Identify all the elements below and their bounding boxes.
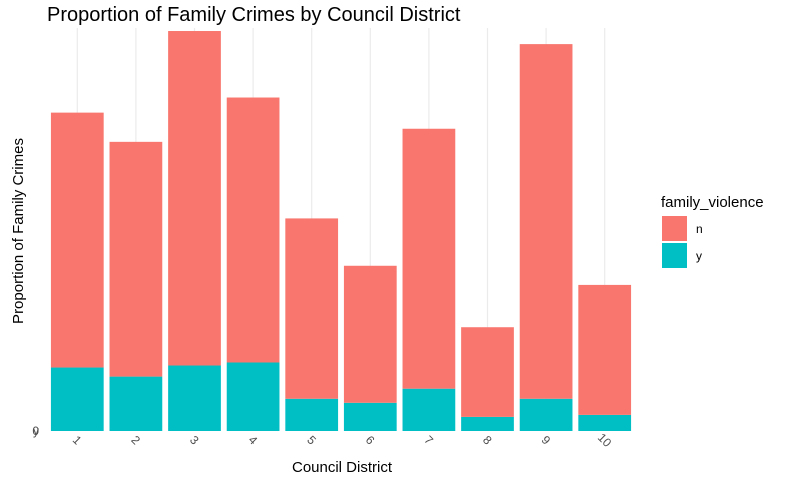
bar-segment-y-district-6 — [343, 402, 397, 431]
legend-label-n: n — [696, 222, 703, 236]
y-axis-title: Proportion of Family Crimes — [10, 138, 27, 324]
x-tick-label: 1 — [70, 433, 85, 448]
bar-segment-y-district-10 — [578, 414, 632, 431]
x-tick-label: 6 — [363, 433, 378, 448]
x-tick-label: 2 — [128, 433, 143, 448]
bar-segment-y-district-4 — [226, 362, 280, 431]
bar-segment-y-district-2 — [109, 376, 163, 431]
x-axis-title: Council District — [292, 459, 393, 476]
legend-key-y — [662, 243, 687, 268]
bar-segment-n-district-1 — [50, 112, 104, 368]
x-tick-labels: 1 2 3 4 5 6 7 8 9 10 — [70, 430, 615, 450]
bar-segment-n-district-5 — [285, 218, 339, 399]
bar-segment-y-district-5 — [285, 398, 339, 431]
bar-segment-n-district-3 — [168, 31, 221, 366]
x-tick-label: 7 — [421, 433, 436, 448]
y-tick-label: 0 — [32, 424, 39, 438]
bar-segment-y-district-7 — [402, 388, 456, 431]
legend: family_violence ny — [661, 194, 764, 268]
x-tick-label: 9 — [539, 433, 554, 448]
x-tick-label: 4 — [246, 433, 261, 448]
bar-segment-n-district-4 — [226, 97, 280, 363]
bar-segment-n-district-2 — [109, 141, 163, 377]
y-tick-labels: 0y — [32, 424, 39, 438]
y-tick-label: y — [33, 424, 39, 438]
x-tick-label: 5 — [304, 433, 319, 448]
x-tick-label: 8 — [480, 433, 495, 448]
legend-key-n — [662, 216, 687, 241]
bar-segment-n-district-9 — [519, 44, 573, 399]
x-tick-label: 10 — [595, 430, 615, 450]
bar-segment-n-district-10 — [578, 284, 632, 415]
bar-segment-n-district-8 — [461, 327, 514, 417]
chart-title: Proportion of Family Crimes by Council D… — [47, 4, 461, 26]
bar-segment-n-district-6 — [343, 265, 397, 403]
x-tick-label: 3 — [187, 433, 202, 448]
legend-label-y: y — [696, 249, 702, 263]
bar-segment-y-district-9 — [519, 398, 573, 431]
bars — [50, 31, 632, 431]
legend-title: family_violence — [661, 194, 764, 211]
bar-segment-y-district-1 — [50, 367, 104, 431]
bar-segment-n-district-7 — [402, 128, 456, 389]
bar-segment-y-district-8 — [461, 416, 514, 431]
bar-segment-y-district-3 — [168, 365, 221, 431]
